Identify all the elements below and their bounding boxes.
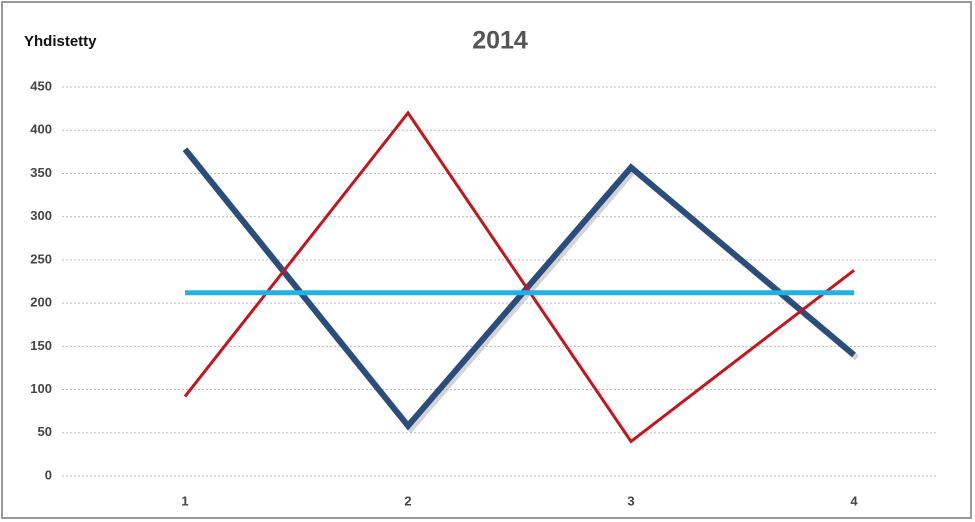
y-tick-label: 400 xyxy=(30,122,52,137)
y-tick-label: 300 xyxy=(30,208,52,223)
y-tick-label: 350 xyxy=(30,165,52,180)
x-tick-label: 4 xyxy=(850,493,858,508)
y-tick-label: 150 xyxy=(30,338,52,353)
x-tick-label: 2 xyxy=(404,493,411,508)
y-tick-label: 50 xyxy=(38,424,52,439)
y-tick-label: 200 xyxy=(30,295,52,310)
series-line xyxy=(183,110,855,444)
y-tick-label: 450 xyxy=(30,78,52,93)
x-tick-label: 3 xyxy=(627,493,634,508)
y-tick-label: 0 xyxy=(45,467,52,482)
x-tick-label: 1 xyxy=(181,493,188,508)
y-tick-label: 100 xyxy=(30,381,52,396)
series-line xyxy=(182,147,856,431)
chart-title: 2014 xyxy=(472,27,528,55)
y-tick-label: 250 xyxy=(30,251,52,266)
y-axis-title: Yhdistetty xyxy=(24,33,97,50)
